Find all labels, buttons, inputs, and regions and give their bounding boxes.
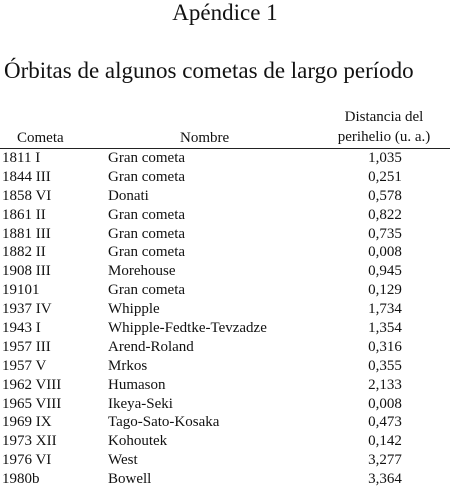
cell-comet-name: Morehouse — [108, 263, 176, 280]
cell-perihelion-distance: 0,129 — [368, 282, 402, 299]
table-row: 1969 IX Tago-Sato-Kosaka 0,473 — [0, 413, 450, 432]
table-row: 1962 VIII Humason 2,133 — [0, 376, 450, 395]
cell-comet-name: Tago-Sato-Kosaka — [108, 414, 220, 431]
cell-comet-name: Gran cometa — [108, 168, 186, 185]
cell-comet-name: Arend-Roland — [108, 338, 194, 355]
column-header-name: Nombre — [180, 130, 230, 146]
cell-comet-name: Whipple — [108, 301, 160, 318]
table-row: 1881 III Gran cometa 0,735 — [0, 225, 450, 244]
cell-perihelion-distance: 0,008 — [368, 244, 402, 261]
table-row: 1957 III Arend-Roland 0,316 — [0, 338, 450, 357]
cell-comet-name: Bowell — [108, 471, 152, 488]
table-row: 1973 XII Kohoutek 0,142 — [0, 432, 450, 451]
table-row: 1844 III Gran cometa 0,251 — [0, 168, 450, 187]
cell-comet-name: Whipple-Fedtke-Tevzadze — [108, 320, 267, 337]
table-row: 1976 VI West 3,277 — [0, 451, 450, 470]
table-row: 19101 Gran cometa 0,129 — [0, 281, 450, 300]
table-row: 1908 III Morehouse 0,945 — [0, 262, 450, 281]
cell-comet-designation: 1943 I — [2, 320, 41, 337]
cell-perihelion-distance: 0,008 — [368, 395, 402, 412]
cell-perihelion-distance: 0,251 — [368, 168, 402, 185]
cell-perihelion-distance: 3,277 — [368, 452, 402, 469]
cell-comet-name: Donati — [108, 187, 149, 204]
table-row: 1965 VIII Ikeya-Seki 0,008 — [0, 395, 450, 414]
table-row: 1861 II Gran cometa 0,822 — [0, 206, 450, 225]
cell-perihelion-distance: 0,578 — [368, 187, 402, 204]
cell-comet-designation: 1882 II — [2, 244, 46, 261]
cell-comet-designation: 1937 IV — [2, 301, 52, 318]
cell-comet-designation: 19101 — [2, 282, 40, 299]
cell-comet-designation: 1962 VIII — [2, 376, 62, 393]
column-header-perihelion-line2: perihelio (u. a.) — [337, 129, 431, 145]
cell-comet-name: Kohoutek — [108, 433, 168, 450]
cell-comet-designation: 1957 V — [2, 357, 47, 374]
cell-perihelion-distance: 0,355 — [368, 357, 402, 374]
cell-comet-name: Gran cometa — [108, 206, 186, 223]
cell-comet-designation: 1973 XII — [2, 433, 57, 450]
cell-comet-designation: 1957 III — [2, 338, 51, 355]
cell-comet-name: Gran cometa — [108, 282, 186, 299]
cell-perihelion-distance: 0,945 — [368, 263, 402, 280]
cell-comet-designation: 1861 II — [2, 206, 46, 223]
column-header-perihelion-distance: Distancia del perihelio (u. a.) — [324, 107, 444, 147]
table-header: Cometa Nombre Distancia del perihelio (u… — [0, 106, 450, 149]
table-row: 1943 I Whipple-Fedtke-Tevzadze 1,354 — [0, 319, 450, 338]
cell-comet-name: Ikeya-Seki — [108, 395, 173, 412]
cell-perihelion-distance: 0,142 — [368, 433, 402, 450]
table-row: 1811 I Gran cometa 1,035 — [0, 149, 450, 168]
cell-comet-designation: 1980b — [2, 471, 40, 488]
cell-comet-name: Gran cometa — [108, 244, 186, 261]
table-row: 1957 V Mrkos 0,355 — [0, 357, 450, 376]
table-row: 1937 IV Whipple 1,734 — [0, 300, 450, 319]
appendix-label: Apéndice 1 — [172, 0, 278, 25]
cell-perihelion-distance: 1,354 — [368, 320, 402, 337]
section-title: Órbitas de algunos cometas de largo perí… — [4, 58, 414, 83]
table-row: 1980b Bowell 3,364 — [0, 470, 450, 489]
cell-comet-designation: 1858 VI — [2, 187, 52, 204]
cell-comet-designation: 1811 I — [2, 150, 41, 166]
cell-perihelion-distance: 0,822 — [368, 206, 402, 223]
cell-comet-name: Humason — [108, 376, 166, 393]
cell-comet-designation: 1969 IX — [2, 414, 52, 431]
cell-perihelion-distance: 1,734 — [368, 301, 402, 318]
cell-comet-designation: 1965 VIII — [2, 395, 62, 412]
table-body: 1811 I Gran cometa 1,035 1844 III Gran comet… — [0, 149, 450, 489]
cell-perihelion-distance: 2,133 — [368, 376, 402, 393]
column-header-comet: Cometa — [17, 130, 64, 146]
cell-comet-name: Gran cometa — [108, 225, 186, 242]
cell-comet-designation: 1844 III — [2, 168, 51, 185]
cell-comet-name: Mrkos — [108, 357, 148, 374]
cell-comet-name: Gran cometa — [108, 150, 186, 166]
cell-perihelion-distance: 3,364 — [368, 471, 402, 488]
table-row: 1882 II Gran cometa 0,008 — [0, 243, 450, 262]
cell-comet-designation: 1976 VI — [2, 452, 52, 469]
cell-comet-designation: 1881 III — [2, 225, 51, 242]
cell-comet-name: West — [108, 452, 138, 469]
column-header-perihelion-line1: Distancia del — [344, 109, 424, 125]
cell-comet-designation: 1908 III — [2, 263, 51, 280]
cell-perihelion-distance: 0,735 — [368, 225, 402, 242]
comet-orbits-table: Cometa Nombre Distancia del perihelio (u… — [0, 106, 450, 489]
cell-perihelion-distance: 0,316 — [368, 338, 402, 355]
table-row: 1858 VI Donati 0,578 — [0, 187, 450, 206]
cell-perihelion-distance: 1,035 — [368, 150, 402, 166]
cell-perihelion-distance: 0,473 — [368, 414, 402, 431]
